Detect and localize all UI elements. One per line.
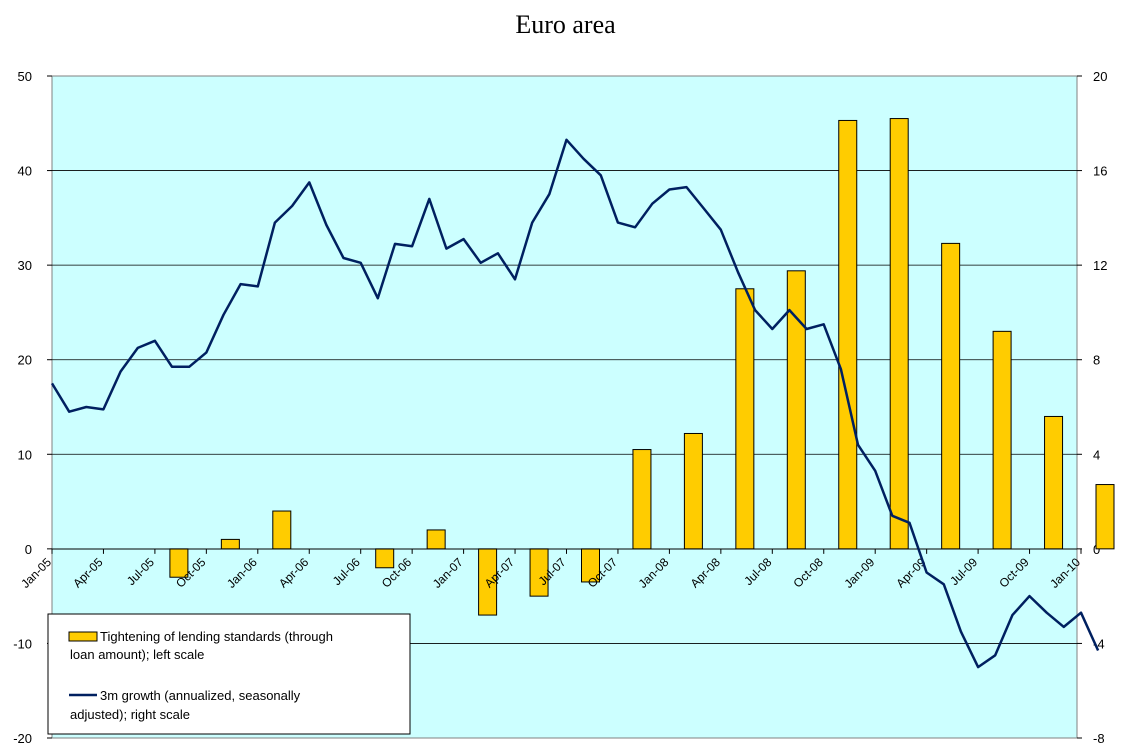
left-tick-label: 10 bbox=[18, 447, 32, 462]
legend-swatch-bars bbox=[68, 631, 98, 642]
legend-label-line-line2: adjusted); right scale bbox=[70, 707, 190, 722]
bar bbox=[220, 538, 240, 550]
left-axis: 50 40 30 20 10 0 -10 -20 bbox=[13, 69, 52, 744]
line-series bbox=[50, 138, 1100, 669]
bar bbox=[889, 118, 909, 550]
bar-series bbox=[169, 118, 1115, 616]
left-tick-label: -10 bbox=[13, 636, 32, 651]
bar bbox=[941, 242, 961, 550]
chart-title: Euro area bbox=[515, 10, 616, 39]
bar bbox=[838, 119, 858, 550]
left-tick-label: 20 bbox=[18, 353, 32, 368]
right-tick-label: 4 bbox=[1093, 447, 1100, 462]
legend: Tightening of lending standards (through… bbox=[47, 613, 411, 735]
legend-label-bars-line2: loan amount); left scale bbox=[70, 647, 204, 662]
bar bbox=[992, 330, 1012, 550]
legend-box bbox=[47, 613, 411, 735]
right-tick-label: 12 bbox=[1093, 258, 1107, 273]
legend-label-bars-line1: Tightening of lending standards (through bbox=[100, 629, 333, 644]
bar bbox=[272, 510, 292, 550]
left-tick-label: 0 bbox=[25, 542, 32, 557]
legend-label-line-line1: 3m growth (annualized, seasonally bbox=[100, 688, 301, 703]
left-tick-label: 30 bbox=[18, 258, 32, 273]
bar bbox=[426, 529, 446, 550]
bar bbox=[683, 432, 703, 550]
bar bbox=[375, 548, 395, 569]
left-tick-label: 40 bbox=[18, 164, 32, 179]
right-tick-label: 20 bbox=[1093, 69, 1107, 84]
right-tick-label: 16 bbox=[1093, 164, 1107, 179]
bar bbox=[632, 449, 652, 550]
right-tick-label: 8 bbox=[1093, 353, 1100, 368]
right-axis: 201612840-4-8 bbox=[1077, 69, 1107, 744]
growth-line bbox=[50, 138, 1100, 669]
left-tick-label: 50 bbox=[18, 69, 32, 84]
bar bbox=[1095, 484, 1115, 550]
right-tick-label: -8 bbox=[1093, 731, 1105, 744]
x-tick-label: Jan-05 bbox=[18, 555, 54, 591]
bar bbox=[1044, 415, 1064, 550]
bar bbox=[735, 288, 755, 550]
right-tick-label: -4 bbox=[1093, 636, 1105, 651]
left-tick-label: -20 bbox=[13, 731, 32, 744]
